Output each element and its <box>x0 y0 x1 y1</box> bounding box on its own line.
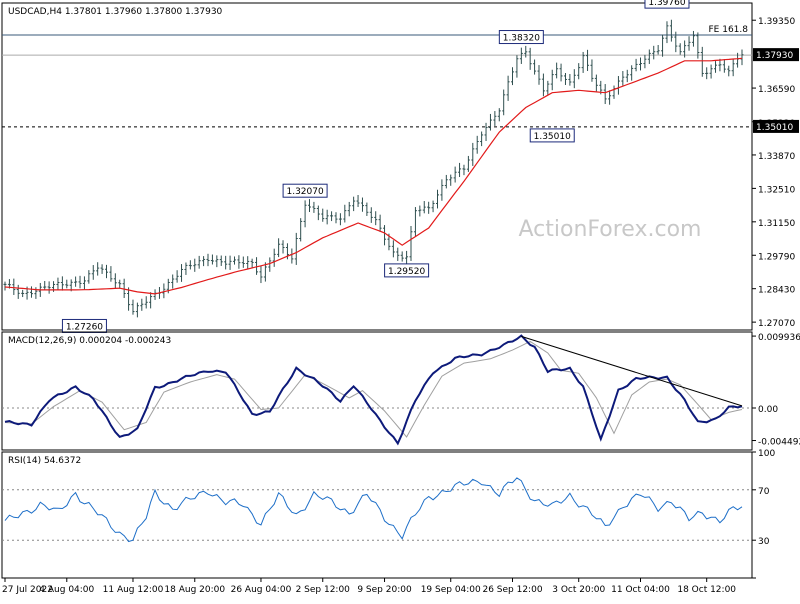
x-axis-tick-9: 3 Oct 20:00 <box>552 585 605 595</box>
price-axis-tick-3: 1.33870 <box>758 152 795 162</box>
rsi-axis-tick-1: 70 <box>758 487 770 497</box>
x-axis-tick-5: 2 Sep 12:00 <box>296 585 351 595</box>
swing-label-4: 1.35010 <box>534 132 571 142</box>
x-axis-tick-1: 4 Aug 04:00 <box>39 585 94 595</box>
price-bars <box>3 19 744 318</box>
current-price-value: 1.37930 <box>756 51 793 61</box>
level-price-badge <box>753 119 799 133</box>
macd-signal-line <box>4 340 743 438</box>
swing-label-3: 1.38320 <box>503 34 540 44</box>
watermark: ActionForex.com <box>519 217 702 242</box>
x-axis-tick-0: 27 Jul 2022 <box>2 585 53 595</box>
x-axis-tick-6: 9 Sep 20:00 <box>357 585 412 595</box>
swing-label-box-5 <box>644 0 690 9</box>
swing-label-box-1 <box>282 183 328 198</box>
swing-label-2: 1.29520 <box>388 267 425 277</box>
level-price-value: 1.35010 <box>756 123 793 133</box>
price-axis-tick-6: 1.29790 <box>758 252 795 262</box>
macd-line <box>4 334 743 446</box>
price-axis-tick-0: 1.39350 <box>758 17 795 27</box>
swing-label-box-4 <box>529 128 575 143</box>
x-axis-tick-7: 19 Sep 04:00 <box>421 585 481 595</box>
swing-label-0: 1.27260 <box>66 322 103 332</box>
swing-label-5: 1.39760 <box>648 0 685 8</box>
x-axis-tick-4: 26 Aug 04:00 <box>231 585 292 595</box>
x-axis-tick-3: 18 Aug 20:00 <box>164 585 225 595</box>
swing-label-1: 1.32070 <box>286 187 323 197</box>
macd-axis-tick-1: 0.00 <box>758 405 778 415</box>
macd-axis-tick-2: -0.004492 <box>758 438 800 448</box>
price-axis-tick-1: 1.36590 <box>758 85 795 95</box>
price-axis-tick-5: 1.31150 <box>758 219 795 229</box>
swing-label-box-3 <box>498 30 544 45</box>
macd-trendline <box>521 335 743 407</box>
moving-average-line <box>4 57 743 295</box>
x-axis-tick-8: 26 Sep 12:00 <box>482 585 542 595</box>
rsi-panel-frame <box>1 451 753 579</box>
macd-panel-frame <box>1 331 753 451</box>
price-axis-tick-8: 1.27070 <box>758 319 795 329</box>
rsi-line <box>4 477 743 543</box>
macd-axis-tick-0: 0.009936 <box>758 333 800 343</box>
rsi-axis-tick-2: 30 <box>758 537 770 547</box>
rsi-title: RSI(14) 54.6372 <box>8 456 81 466</box>
price-axis-tick-7: 1.28430 <box>758 286 795 296</box>
x-axis-tick-10: 11 Oct 04:00 <box>611 585 670 595</box>
fe-label: FE 161.8 <box>709 25 749 35</box>
rsi-axis-tick-0: 100 <box>758 449 775 459</box>
x-axis-tick-2: 11 Aug 12:00 <box>103 585 164 595</box>
chart-header: USDCAD,H4 1.37801 1.37960 1.37800 1.3793… <box>8 7 223 17</box>
price-axis-tick-4: 1.32510 <box>758 185 795 195</box>
macd-title: MACD(12,26,9) 0.000204 -0.000243 <box>8 336 171 346</box>
price-panel-frame <box>1 2 753 331</box>
current-price-badge <box>753 48 799 62</box>
swing-label-box-2 <box>384 263 430 278</box>
x-axis-tick-11: 18 Oct 12:00 <box>677 585 736 595</box>
